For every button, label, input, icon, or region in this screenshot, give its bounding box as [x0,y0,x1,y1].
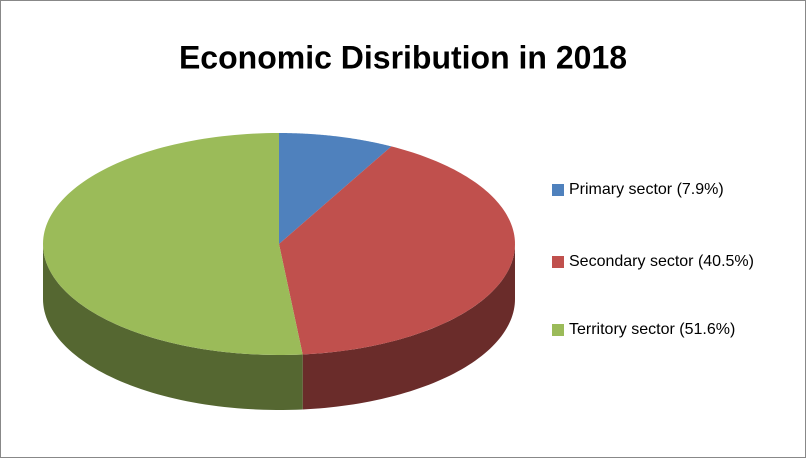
legend-swatch [552,256,564,268]
slice-top [279,133,392,244]
legend-swatch [552,324,564,336]
legend-swatch [552,184,564,196]
slice [43,133,303,410]
slice-top [43,133,303,355]
slice-top [279,146,515,355]
slice-side [43,244,303,410]
legend-label: Secondary sector (40.5%) [569,253,754,270]
chart-title: Economic Disribution in 2018 [179,39,627,75]
legend-label: Territory sector (51.6%) [569,321,735,338]
slice-side [302,244,515,410]
slice [279,146,515,410]
legend-label: Primary sector (7.9%) [569,181,724,198]
slice [279,133,392,244]
